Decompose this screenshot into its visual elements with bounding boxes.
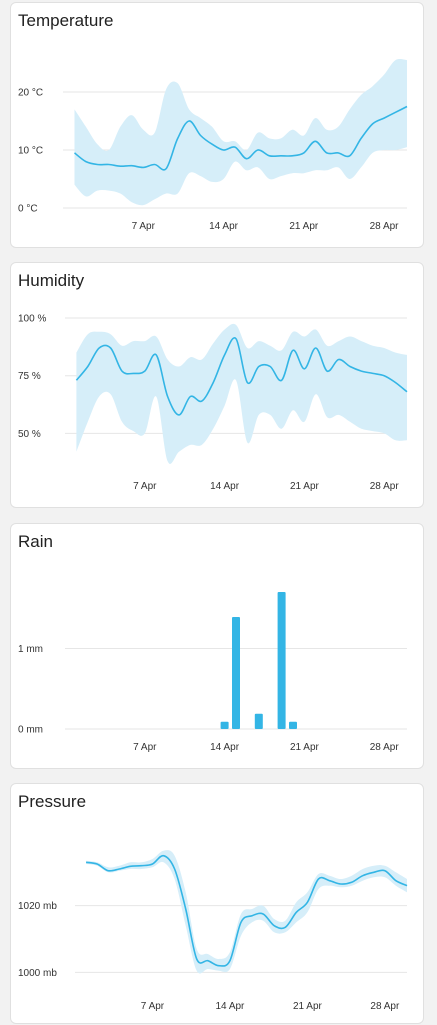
series-line [75,337,408,416]
humidity-card: Humidity 50 % 75 % 100 % 7 Apr 14 Apr 21 Apr 2… [10,262,424,508]
temperature-chart: 0 °C 10 °C 20 °C 7 Apr 14 Apr 21 Apr 28 Apr [18,59,408,232]
x-tick-label: 21 Apr [293,1001,323,1012]
y-tick-label: 20 °C [18,88,43,99]
x-tick-label: 7 Apr [133,481,157,492]
rain-bar [254,713,263,729]
y-tick-label: 0 °C [18,204,38,215]
y-tick-label: 1000 mb [18,968,57,979]
temperature-title: Temperature [18,11,114,30]
x-tick-label: 14 Apr [210,481,240,492]
rain-card: Rain 0 mm 1 mm 7 Apr 14 Apr 21 Apr 28 Apr [10,523,424,769]
x-tick-label: 14 Apr [209,221,239,232]
series-line [74,105,408,171]
rain-bar [277,592,286,729]
x-tick-label: 14 Apr [210,742,240,753]
humidity-chart: 50 % 75 % 100 % 7 Apr 14 Apr 21 Apr 28 Apr [18,314,408,492]
pressure-card: Pressure 1000 mb 1020 mb 7 Apr 14 Apr 21 Apr… [10,783,424,1024]
x-tick-label: 21 Apr [290,742,320,753]
x-tick-label: 28 Apr [370,742,400,753]
range-band [76,323,408,464]
y-tick-label: 50 % [18,429,41,440]
humidity-title: Humidity [18,271,85,290]
x-tick-label: 28 Apr [370,481,400,492]
x-tick-label: 28 Apr [370,221,400,232]
y-tick-label: 1 mm [18,644,43,655]
pressure-title: Pressure [18,792,87,811]
rain-bar [289,721,297,729]
series-line [85,854,408,967]
x-tick-label: 14 Apr [215,1001,245,1012]
pressure-chart: 1000 mb 1020 mb 7 Apr 14 Apr 21 Apr 28 Apr [18,850,408,1012]
y-tick-label: 75 % [18,371,41,382]
y-tick-label: 1020 mb [18,901,57,912]
range-band [74,59,407,206]
x-tick-label: 28 Apr [370,1001,400,1012]
rain-chart: 0 mm 1 mm 7 Apr 14 Apr 21 Apr 28 Apr [18,592,407,753]
y-tick-label: 10 °C [18,146,43,157]
x-tick-label: 7 Apr [141,1001,165,1012]
x-tick-label: 21 Apr [289,221,319,232]
temperature-card: Temperature 0 °C 10 °C 20 °C 7 Apr 14 Apr 21 … [10,2,424,248]
x-tick-label: 7 Apr [132,221,156,232]
rain-title: Rain [18,532,53,551]
range-band [86,850,407,974]
y-tick-label: 0 mm [18,725,43,736]
rain-bar [220,721,229,729]
x-tick-label: 21 Apr [290,481,320,492]
x-tick-label: 7 Apr [133,742,157,753]
rain-bar [232,617,240,729]
y-tick-label: 100 % [18,314,46,325]
